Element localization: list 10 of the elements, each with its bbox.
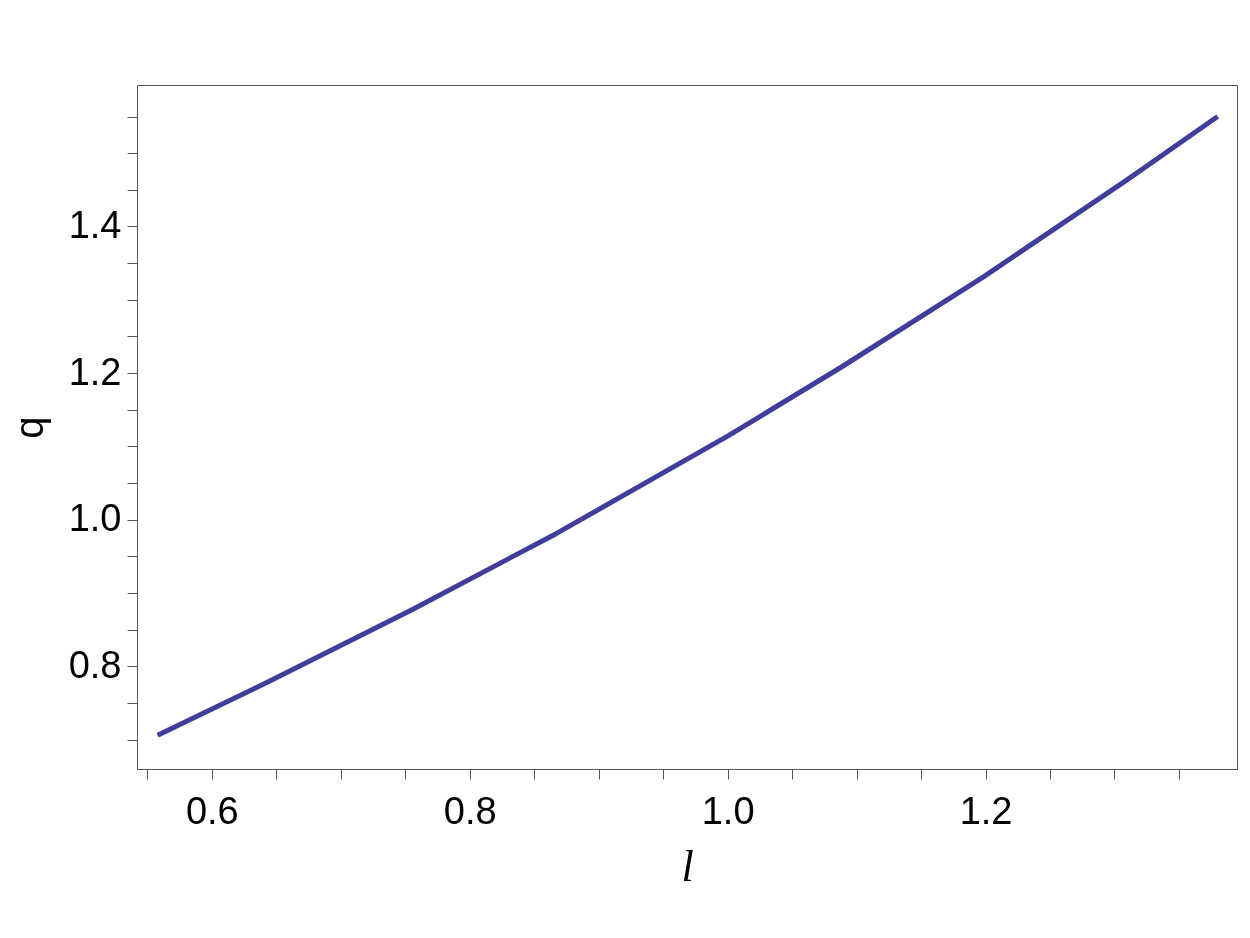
x-tick-label: 1.2 [959,789,1013,832]
x-tick-label: 0.6 [185,789,239,832]
y-tick-label: 1.4 [68,203,122,246]
y-tick-label: 1.2 [68,350,122,393]
x-tick-label: 0.8 [443,789,497,832]
x-tick-label: 1.0 [701,789,755,832]
x-axis-title: l [681,841,694,891]
y-axis-title: q [6,416,51,439]
y-tick-label: 1.0 [68,497,122,540]
y-tick-label: 0.8 [68,643,122,686]
